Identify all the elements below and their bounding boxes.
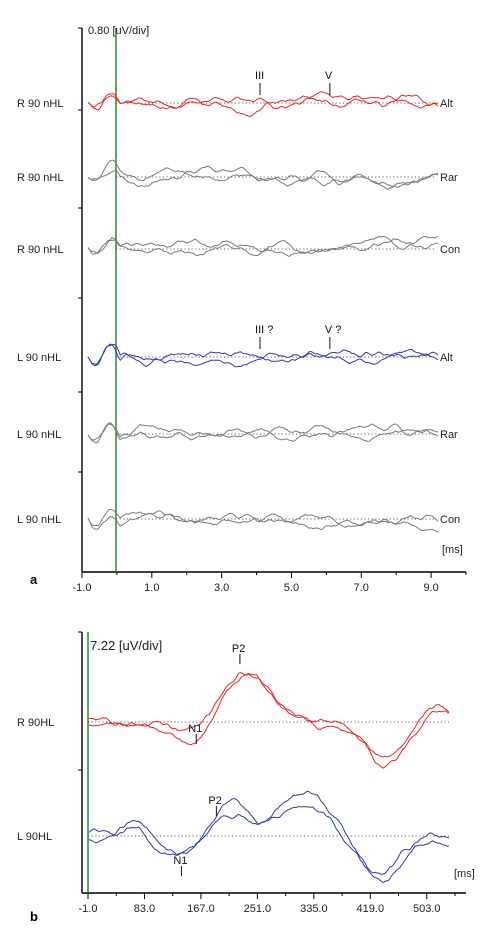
panel-a-peak-label: III <box>255 70 264 82</box>
panel-a-trace-line <box>87 235 439 255</box>
panel-b-trace-label: L 90HL <box>17 831 52 843</box>
panel-b-peak-label: N1 <box>173 855 187 867</box>
panel-b-x-tick-label: 503.0 <box>413 903 441 915</box>
panel-b-peak-label: N1 <box>188 723 202 735</box>
panel-a-trace-line <box>87 422 439 442</box>
panel-a-trace-line <box>87 235 439 257</box>
panel-b-trace-line <box>88 790 450 875</box>
panel-b-scale-label: 7.22 [uV/div] <box>90 638 162 653</box>
panel-a-trace-line <box>87 93 439 117</box>
panel-b-x-ticks: -1.0 83.0 167.0 251.0 335.0 419.0 503.0 <box>78 631 456 915</box>
panel-a-peak-label: V ? <box>325 324 342 336</box>
panel-b-trace-label: R 90HL <box>17 717 54 729</box>
panel-a-x-unit: [ms] <box>442 544 463 556</box>
panel-a-x-tick-label: 5.0 <box>284 582 299 594</box>
panel-a-trace-type: Rar <box>440 172 458 184</box>
panel-b-x-tick-label: 83.0 <box>134 903 155 915</box>
panel-b-x-tick-label: 251.0 <box>244 903 272 915</box>
panel-a-trace-line <box>87 343 439 368</box>
panel-a-peak-label: III ? <box>255 324 273 336</box>
panel-b-x-unit: [ms] <box>454 868 475 880</box>
panel-a-x-tick-label: -1.0 <box>73 582 92 594</box>
panel-b-x-tick-label: 167.0 <box>187 903 215 915</box>
panel-a-x-tick-label: 9.0 <box>423 582 438 594</box>
panel-a-scale-label: 0.80 [uV/div] <box>88 25 149 37</box>
panel-a-trace-line <box>87 159 439 189</box>
panel-a-trace-type: Rar <box>440 429 458 441</box>
panel-a-trace-label: R 90 nHL <box>17 172 63 184</box>
panel-a-x-tick-label: 3.0 <box>214 582 229 594</box>
panel-a-trace-line <box>87 165 439 190</box>
panel-a-trace-line <box>87 508 439 533</box>
panel-a-trace-type: Con <box>440 244 460 256</box>
panel-a-trace-label: R 90 nHL <box>17 98 63 110</box>
panel-a-label: a <box>30 572 38 587</box>
panel-b-peak-label: P2 <box>232 643 245 655</box>
panel-a-x-tick-label: 1.0 <box>144 582 159 594</box>
panel-b-trace-line <box>88 672 450 769</box>
panel-b-traces: R 90HL L 90HL N1 P2 N1 P2 <box>17 643 450 884</box>
panel-b-peak-label: P2 <box>208 795 221 807</box>
panel-a-trace-line <box>87 512 439 531</box>
panel-a-trace-label: R 90 nHL <box>17 244 63 256</box>
panel-a-trace-label: L 90 nHL <box>17 514 61 526</box>
panel-b-trace-line <box>88 672 450 758</box>
panel-b-x-tick-label: 419.0 <box>357 903 385 915</box>
panel-a-peak-label: V <box>325 70 333 82</box>
panel-a-trace-line <box>87 423 439 444</box>
panel-a-x-ticks: -1.0 1.0 3.0 5.0 7.0 9.0 <box>73 27 467 594</box>
panel-a-trace-type: Con <box>440 514 460 526</box>
panel-a-trace-type: Alt <box>440 352 453 364</box>
panel-b-label: b <box>30 909 38 924</box>
panel-b-x-tick-label: -1.0 <box>79 903 98 915</box>
panel-a-trace-label: L 90 nHL <box>17 429 61 441</box>
panel-b: 7.22 [uV/div] [ms] b -1.0 83.0 167.0 251.0 3… <box>17 631 475 924</box>
panel-b-trace-line <box>88 806 450 884</box>
panel-a-trace-line <box>87 91 439 111</box>
panel-a-trace-label: L 90 nHL <box>17 352 61 364</box>
panel-a-traces: R 90 nHL Alt R 90 nHL Rar R 90 nHL Con L 90 nH… <box>17 70 460 533</box>
panel-a-trace-type: Alt <box>440 98 453 110</box>
panel-a-x-tick-label: 7.0 <box>354 582 369 594</box>
panel-b-x-tick-label: 335.0 <box>300 903 328 915</box>
panel-a: 0.80 [uV/div] [ms] a -1.0 1.0 3.0 5.0 7.0 9.0… <box>17 25 467 594</box>
